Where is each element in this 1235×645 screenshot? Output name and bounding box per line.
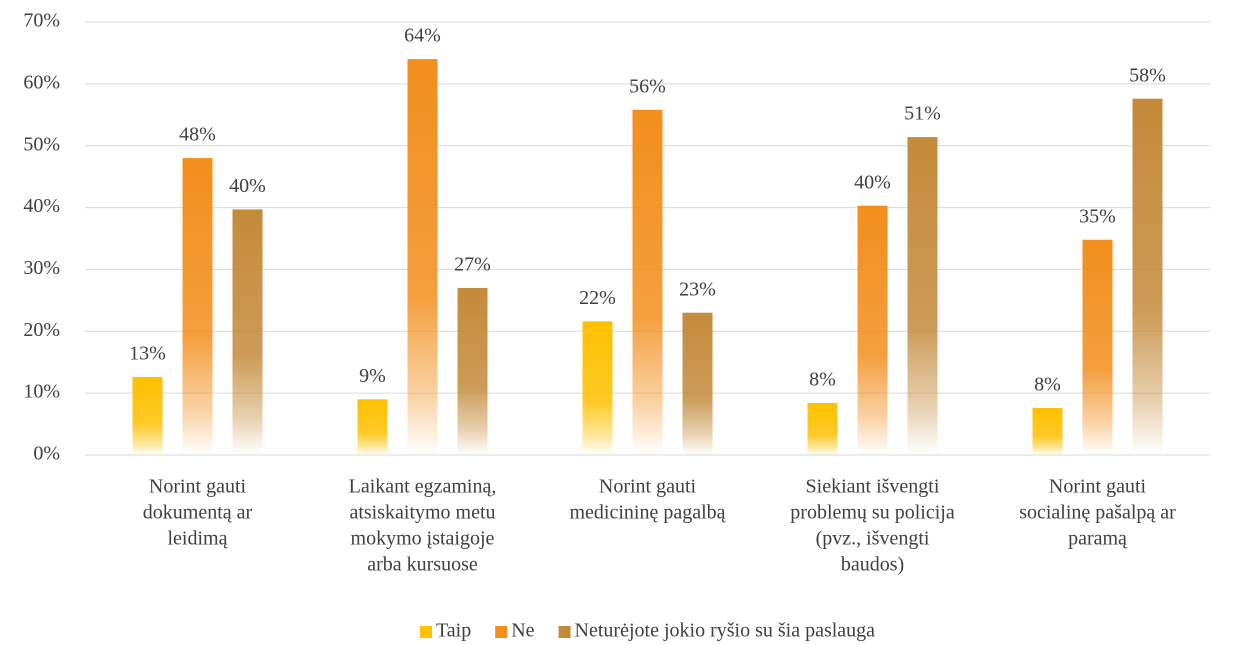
y-tick-label: 50% (23, 133, 60, 155)
data-label: 56% (629, 75, 666, 97)
bar (807, 403, 838, 455)
bar (682, 312, 713, 455)
bar (357, 399, 388, 455)
bar (1082, 239, 1113, 455)
bar (1132, 98, 1163, 456)
x-tick-label: leidimą (168, 528, 229, 550)
data-label: 8% (809, 369, 836, 391)
y-tick-label: 0% (33, 443, 60, 465)
legend-label: Neturėjote jokio ryšio su šia paslauga (575, 620, 876, 642)
legend-swatch (419, 626, 432, 638)
data-label: 64% (404, 25, 441, 47)
bar (457, 287, 488, 455)
x-tick-label: (pvz., išvengti (816, 528, 930, 550)
data-label: 27% (454, 254, 491, 276)
x-tick-label: Norint gauti (149, 476, 247, 498)
y-tick-label: 20% (23, 319, 60, 341)
y-tick-label: 40% (23, 195, 60, 217)
bar (132, 377, 163, 455)
x-tick-label: Laikant egzaminą, (349, 476, 497, 498)
legend-swatch (495, 626, 508, 638)
data-label: 22% (579, 287, 616, 309)
legend-label: Taip (436, 620, 471, 642)
y-tick-label: 70% (23, 10, 60, 32)
data-label: 8% (1034, 374, 1061, 396)
y-tick-label: 10% (23, 381, 60, 403)
legend-swatch (558, 626, 571, 638)
data-label: 9% (359, 365, 386, 387)
x-tick-label: mokymo įstaigoje (351, 528, 495, 550)
data-label: 48% (179, 124, 216, 146)
x-tick-label: dokumentą ar (143, 502, 253, 524)
data-label: 40% (854, 171, 891, 193)
bar (857, 205, 888, 455)
x-tick-label: Norint gauti (599, 476, 697, 498)
data-label: 58% (1129, 64, 1166, 86)
y-tick-label: 30% (23, 257, 60, 279)
x-tick-label: problemų su policija (790, 502, 955, 524)
data-label: 13% (129, 343, 166, 365)
x-tick-label: socialinę pašalpą ar (1019, 502, 1176, 524)
bar (1032, 407, 1063, 455)
data-label: 23% (679, 278, 716, 300)
x-tick-label: arba kursuose (367, 554, 478, 576)
bar (582, 321, 613, 455)
x-tick-label: paramą (1068, 528, 1128, 550)
data-label: 35% (1079, 205, 1116, 227)
x-tick-label: Siekiant išvengti (806, 476, 940, 498)
bar (232, 209, 263, 455)
x-tick-label: atsiskaitymo metu (349, 502, 495, 524)
legend-label: Ne (511, 620, 534, 642)
bar (182, 158, 213, 456)
y-tick-label: 60% (23, 71, 60, 93)
data-label: 51% (904, 103, 941, 125)
data-label: 40% (229, 175, 266, 197)
bar (632, 109, 663, 455)
x-tick-label: baudos) (841, 554, 904, 576)
x-tick-label: medicininę pagalbą (569, 502, 726, 524)
bar (407, 59, 438, 455)
bar (907, 137, 938, 455)
x-tick-label: Norint gauti (1049, 476, 1147, 498)
